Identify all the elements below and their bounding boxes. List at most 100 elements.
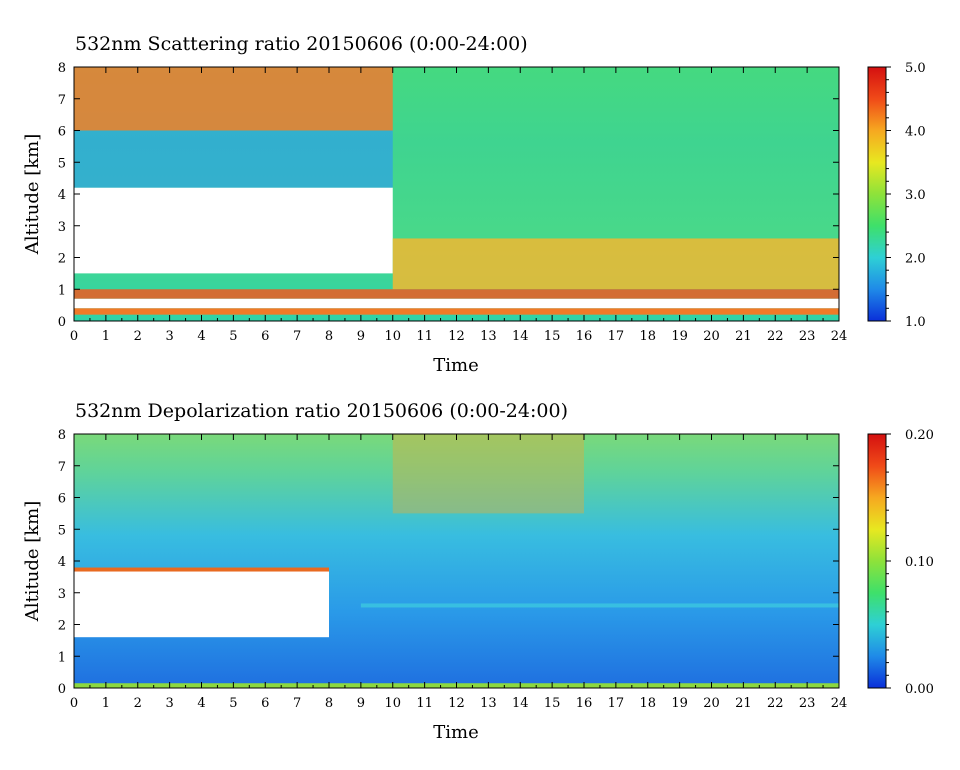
colorbar-tick-label: 0.10 bbox=[905, 555, 934, 570]
x-tick-label: 18 bbox=[639, 329, 656, 344]
x-tick-label: 4 bbox=[197, 329, 205, 344]
x-tick-label: 19 bbox=[671, 329, 688, 344]
y-axis-label: Altitude [km] bbox=[22, 134, 43, 256]
y-tick-label: 5 bbox=[58, 156, 66, 171]
x-tick-label: 8 bbox=[325, 329, 333, 344]
y-axis: 0 1 2 3 4 5 6 7 8 bbox=[58, 61, 839, 330]
x-tick-label: 4 bbox=[197, 696, 205, 711]
x-tick-label: 12 bbox=[448, 696, 465, 711]
colorbar-tick-label: 0.20 bbox=[905, 428, 934, 443]
x-tick-label: 15 bbox=[544, 696, 561, 711]
x-tick-label: 13 bbox=[480, 329, 497, 344]
y-tick-label: 6 bbox=[58, 125, 66, 140]
x-tick-label: 2 bbox=[134, 329, 142, 344]
y-axis: 0 1 2 3 4 5 6 7 8 bbox=[58, 428, 839, 697]
x-tick-label: 23 bbox=[799, 329, 816, 344]
x-tick-label: 8 bbox=[325, 696, 333, 711]
x-tick-label: 22 bbox=[767, 329, 784, 344]
heatmap-marks bbox=[74, 67, 839, 315]
x-tick-label: 1 bbox=[102, 329, 110, 344]
x-tick-label: 21 bbox=[735, 696, 752, 711]
x-tick-label: 3 bbox=[165, 329, 173, 344]
x-tick-label: 14 bbox=[512, 329, 529, 344]
colorbar-tick-label: 4.0 bbox=[905, 125, 926, 140]
y-tick-label: 8 bbox=[58, 61, 66, 76]
colorbar-tick-label: 1.0 bbox=[905, 315, 926, 330]
y-tick-label: 4 bbox=[58, 555, 66, 570]
y-tick-label: 2 bbox=[58, 619, 66, 634]
colorbar: 1.0 2.0 3.0 4.0 5.0 bbox=[867, 61, 926, 330]
x-tick-label: 20 bbox=[703, 329, 720, 344]
x-axis-label: Time bbox=[433, 722, 478, 743]
y-tick-label: 6 bbox=[58, 492, 66, 507]
x-axis: 0 1 2 3 4 5 6 7 8 9 10 11 12 13 14 15 16 17 18 19 20 21 22 23 24 bbox=[70, 434, 847, 711]
x-axis: 0 1 2 3 4 5 6 7 8 9 10 11 12 13 14 15 16 17 18 19 20 21 22 23 24 bbox=[70, 67, 847, 344]
y-tick-label: 7 bbox=[58, 93, 66, 108]
x-tick-label: 16 bbox=[576, 329, 593, 344]
y-tick-label: 0 bbox=[58, 315, 66, 330]
x-tick-label: 12 bbox=[448, 329, 465, 344]
depolarization-ratio-panel: 532nm Depolarization ratio 20150606 (0:0… bbox=[22, 400, 934, 743]
colorbar-scale bbox=[867, 433, 887, 689]
x-tick-label: 11 bbox=[416, 329, 433, 344]
x-tick-label: 23 bbox=[799, 696, 816, 711]
x-tick-label: 0 bbox=[70, 329, 78, 344]
x-tick-label: 18 bbox=[639, 696, 656, 711]
chart-title: 532nm Scattering ratio 20150606 (0:00-24… bbox=[75, 33, 528, 55]
y-tick-label: 0 bbox=[58, 682, 66, 697]
x-tick-label: 14 bbox=[512, 696, 529, 711]
x-tick-label: 5 bbox=[229, 329, 237, 344]
cloud-layer bbox=[74, 67, 393, 131]
x-tick-label: 7 bbox=[293, 329, 301, 344]
x-tick-label: 6 bbox=[261, 696, 269, 711]
x-tick-label: 2 bbox=[134, 696, 142, 711]
x-tick-label: 19 bbox=[671, 696, 688, 711]
aerosol-layer bbox=[360, 603, 839, 608]
x-tick-label: 22 bbox=[767, 696, 784, 711]
y-tick-label: 3 bbox=[58, 220, 66, 235]
x-tick-label: 17 bbox=[608, 329, 625, 344]
x-tick-label: 13 bbox=[480, 696, 497, 711]
colorbar: 0.00 0.10 0.20 bbox=[867, 428, 934, 697]
cloud-edge bbox=[74, 567, 329, 572]
y-tick-label: 2 bbox=[58, 252, 66, 267]
x-tick-label: 6 bbox=[261, 329, 269, 344]
x-tick-label: 21 bbox=[735, 329, 752, 344]
x-tick-label: 24 bbox=[831, 696, 848, 711]
y-tick-label: 3 bbox=[58, 587, 66, 602]
chart-title: 532nm Depolarization ratio 20150606 (0:0… bbox=[75, 400, 568, 422]
aerosol-layer bbox=[392, 238, 839, 290]
x-tick-label: 10 bbox=[384, 696, 401, 711]
x-tick-label: 24 bbox=[831, 329, 848, 344]
y-tick-label: 1 bbox=[58, 283, 66, 298]
y-tick-label: 8 bbox=[58, 428, 66, 443]
x-tick-label: 5 bbox=[229, 696, 237, 711]
x-tick-label: 10 bbox=[384, 329, 401, 344]
x-tick-label: 0 bbox=[70, 696, 78, 711]
colorbar-tick-label: 2.0 bbox=[905, 252, 926, 267]
clear-sky-region bbox=[74, 570, 329, 638]
y-axis-label: Altitude [km] bbox=[22, 501, 43, 623]
plot-area bbox=[73, 433, 840, 689]
x-tick-label: 1 bbox=[102, 696, 110, 711]
x-tick-label: 3 bbox=[165, 696, 173, 711]
x-tick-label: 9 bbox=[357, 696, 365, 711]
x-tick-label: 15 bbox=[544, 329, 561, 344]
x-tick-label: 17 bbox=[608, 696, 625, 711]
colorbar-tick-label: 0.00 bbox=[905, 682, 934, 697]
noisy-region bbox=[392, 434, 584, 514]
y-tick-label: 4 bbox=[58, 188, 66, 203]
x-tick-label: 11 bbox=[416, 696, 433, 711]
x-tick-label: 16 bbox=[576, 696, 593, 711]
colorbar-scale bbox=[867, 66, 887, 322]
colorbar-tick-label: 3.0 bbox=[905, 188, 926, 203]
white-gap bbox=[74, 298, 839, 309]
x-axis-label: Time bbox=[433, 355, 478, 376]
colorbar-tick-label: 5.0 bbox=[905, 61, 926, 76]
x-tick-label: 9 bbox=[357, 329, 365, 344]
surface-band bbox=[74, 308, 839, 315]
scattering-ratio-panel: 532nm Scattering ratio 20150606 (0:00-24… bbox=[22, 33, 926, 376]
cloud-edge bbox=[74, 130, 393, 188]
clear-sky-region bbox=[74, 187, 393, 274]
